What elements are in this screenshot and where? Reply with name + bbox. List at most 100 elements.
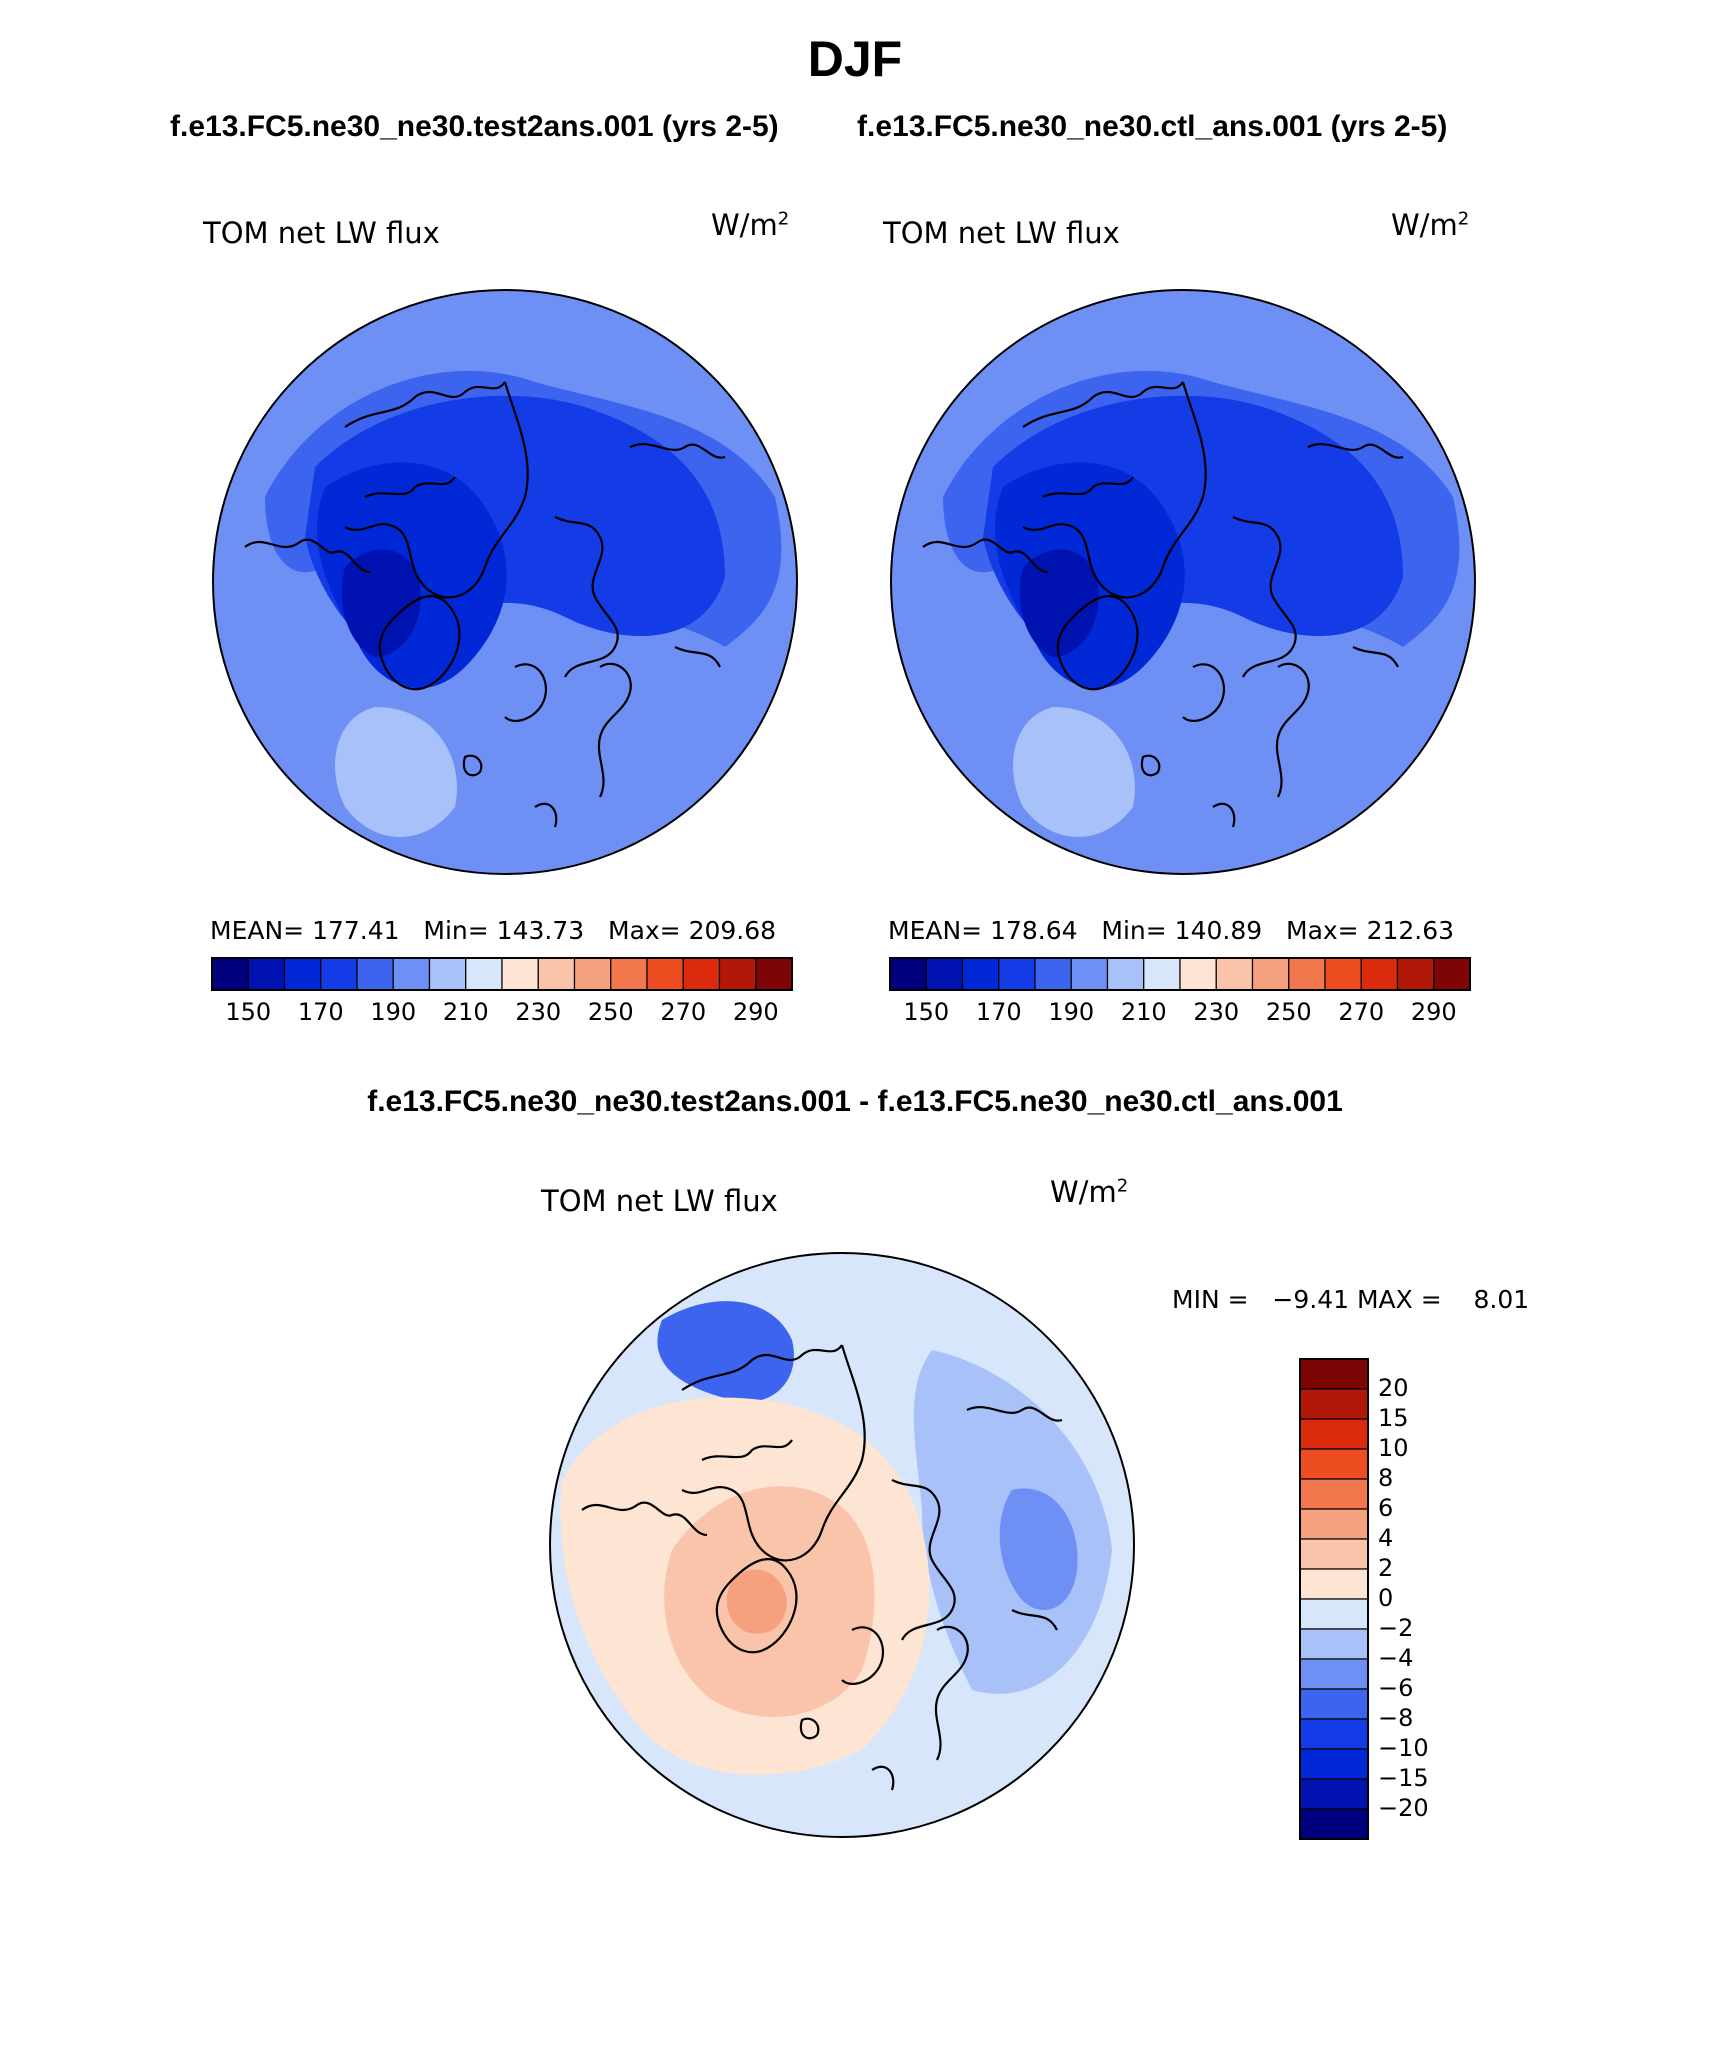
coastline [1182,663,1226,723]
coastline [674,646,721,668]
left-unit-label: W/m2 [711,208,790,242]
coastline [581,1501,708,1537]
left-variable-label: TOM net LW flux [203,216,440,250]
left-max-label: Max= [608,916,681,945]
field-region-greenland-center [1019,549,1099,657]
colorbar-swatch [320,957,358,991]
colorbar-tick-label: 6 [1378,1494,1394,1522]
map-border [212,289,798,875]
right-variable-label: TOM net LW flux [883,216,1120,250]
colorbar-swatch [1299,1598,1369,1630]
coastline [1212,802,1236,828]
coastline [922,538,1049,574]
coastline [891,1479,956,1641]
season-title: DJF [807,31,903,87]
coastline [1042,476,1134,499]
colorbar-swatch [1299,1358,1369,1390]
colorbar-tick-label: 170 [297,998,344,1026]
coastline [701,1439,793,1462]
coastline [681,1344,866,1562]
colorbar-swatch [1299,1538,1369,1570]
coastline [966,1406,1063,1422]
right-unit-label: W/m2 [1391,208,1470,242]
coastline [1056,595,1139,691]
colorbar-swatch [961,957,1000,991]
coastline [1352,646,1399,668]
colorbar-swatch [998,957,1036,991]
colorbar-tick-label: 15 [1378,1404,1409,1432]
coastline [799,1717,820,1740]
colorbar-swatch [1299,1448,1369,1480]
coastline [841,1626,885,1686]
colorbar-swatch [465,957,503,991]
colorbar-swatch [1070,957,1109,991]
colorbar-tick-label: 2 [1378,1554,1394,1582]
colorbar-tick-label: 190 [370,998,417,1026]
left-max-value: 209.68 [688,916,777,945]
field-region-warm-spots [726,1569,787,1634]
colorbar-swatch [1299,1748,1369,1780]
colorbar-tick-label: 20 [1378,1374,1409,1402]
colorbar-swatch [610,957,648,991]
right-colorbar-ticks: 150 170 190 210 230 250 270 290 [890,998,1470,1028]
colorbar-swatch [537,957,576,991]
right-stats: MEAN= 178.64 Min= 140.89 Max= 212.63 [888,916,1454,945]
map-border [549,1252,1135,1838]
map-border [890,289,1476,875]
colorbar-tick-label: 270 [660,998,707,1026]
colorbar-tick-label: 230 [515,998,562,1026]
coastline [378,595,461,691]
colorbar-swatch [1299,1688,1369,1720]
left-stats: MEAN= 177.41 Min= 143.73 Max= 209.68 [210,916,776,945]
colorbar-swatch [925,957,964,991]
colorbar-swatch [1299,1418,1369,1450]
colorbar-tick-label: −2 [1378,1614,1414,1642]
colorbar-swatch [1396,957,1435,991]
coastline [462,754,483,777]
colorbar-swatch [573,957,612,991]
colorbar-swatch [718,957,757,991]
coastline [1307,443,1404,459]
coastline [871,1765,895,1791]
colorbar-swatch [1299,1388,1369,1420]
coastline [629,443,726,459]
colorbar-tick-label: 4 [1378,1524,1394,1552]
difference-polar-map [549,1252,1135,1838]
colorbar-swatch [428,957,467,991]
colorbar-tick-label: 290 [732,998,779,1026]
difference-title: f.e13.FC5.ne30_ne30.test2ans.001 - f.e13… [367,1085,1343,1118]
right-colorbar [889,957,1471,991]
field-region-north-atlantic [335,707,457,837]
left-colorbar-ticks: 150 170 190 210 230 250 270 290 [212,998,792,1028]
coastline [1140,754,1161,777]
right-max-label: Max= [1286,916,1359,945]
colorbar-tick-label: 150 [225,998,272,1026]
colorbar-swatch [283,957,322,991]
right-mean-label: MEAN= [888,916,983,945]
field-region-north-atlantic [1013,707,1135,837]
colorbar-swatch [1324,957,1362,991]
colorbar-tick-label: −8 [1378,1704,1414,1732]
colorbar-swatch [755,957,793,991]
colorbar-swatch [1299,1478,1369,1510]
colorbar-swatch [392,957,431,991]
colorbar-tick-label: 210 [442,998,489,1026]
colorbar-tick-label: −4 [1378,1644,1414,1672]
coastline [504,663,548,723]
coastline [1275,662,1310,798]
coastline [364,476,456,499]
difference-colorbar-ticks: 20 15 10 8 6 4 2 0 −2 −4 −6 −8 −10 −15 −20 [1378,1359,1458,1839]
colorbar-tick-label: 10 [1378,1434,1409,1462]
coastline [344,381,506,428]
colorbar-tick-label: 170 [975,998,1022,1026]
colorbar-swatch [1360,957,1399,991]
coastline [1022,381,1207,599]
colorbar-tick-label: −6 [1378,1674,1414,1702]
diff-max-label: MAX = [1356,1285,1442,1314]
difference-colorbar [1299,1358,1369,1840]
right-polar-map [890,289,1476,875]
colorbar-swatch [1251,957,1290,991]
coastlines [922,381,1404,828]
left-case-title: f.e13.FC5.ne30_ne30.test2ans.001 (yrs 2-… [170,110,779,143]
left-min-value: 143.73 [496,916,585,945]
